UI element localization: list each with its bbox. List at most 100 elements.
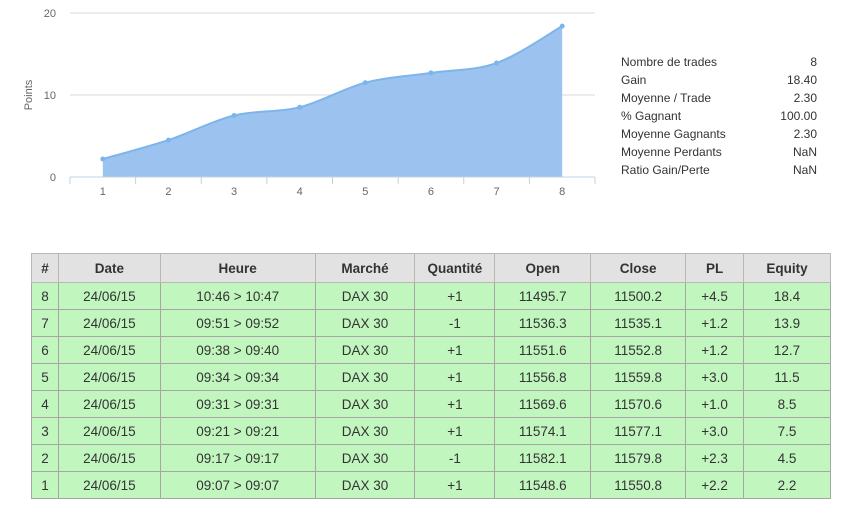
stat-value: 100.00 — [780, 109, 817, 123]
data-point — [428, 70, 434, 76]
table-cell: -1 — [414, 444, 496, 472]
stat-row: Gain 18.40 — [621, 71, 817, 89]
table-cell: 24/06/15 — [57, 363, 161, 391]
table-cell: DAX 30 — [314, 417, 416, 445]
table-cell: +1 — [414, 471, 496, 499]
table-cell: 6 — [31, 336, 59, 364]
table-cell: 1 — [31, 471, 59, 499]
stat-label: % Gagnant — [621, 109, 682, 123]
equity-chart-svg: 0 10 20 1 2 3 4 5 6 7 8 Points — [23, 8, 596, 198]
table-cell: DAX 30 — [314, 390, 416, 418]
data-point — [494, 60, 500, 66]
table-cell: 24/06/15 — [57, 417, 161, 445]
data-point — [100, 156, 106, 162]
table-row: 1 24/06/15 09:07 > 09:07 DAX 30 +1 11548.6 115… — [31, 471, 831, 499]
stats-panel: Nombre de trades 8 Gain 18.40 Moyenne / Trad… — [621, 53, 817, 179]
table-row: 4 24/06/15 09:31 > 09:31 DAX 30 +1 11569.6 115… — [31, 390, 831, 418]
table-cell: 09:07 > 09:07 — [159, 471, 316, 499]
y-tick-label: 20 — [44, 8, 56, 20]
table-cell: 24/06/15 — [57, 390, 161, 418]
table-row: 5 24/06/15 09:34 > 09:34 DAX 30 +1 11556.8 115… — [31, 363, 831, 391]
table-row: 2 24/06/15 09:17 > 09:17 DAX 30 -1 11582.1 115… — [31, 444, 831, 472]
table-cell: 11.5 — [743, 363, 831, 391]
table-cell: +1 — [414, 336, 496, 364]
stat-row: Ratio Gain/Perte NaN — [621, 161, 817, 179]
table-cell: -1 — [414, 309, 496, 337]
table-cell: 09:21 > 09:21 — [159, 417, 316, 445]
table-cell: +1.2 — [685, 309, 745, 337]
table-cell: 09:17 > 09:17 — [159, 444, 316, 472]
column-header[interactable]: Marché — [314, 253, 416, 283]
table-row: 8 24/06/15 10:46 > 10:47 DAX 30 +1 11495.7 115… — [31, 282, 831, 310]
table-cell: 24/06/15 — [57, 282, 161, 310]
column-header[interactable]: Quantité — [414, 253, 496, 283]
table-cell: 09:51 > 09:52 — [159, 309, 316, 337]
stat-label: Moyenne / Trade — [621, 91, 712, 105]
table-cell: 2 — [31, 444, 59, 472]
table-cell: 11570.6 — [590, 390, 687, 418]
table-cell: DAX 30 — [314, 363, 416, 391]
column-header[interactable]: Heure — [159, 253, 316, 283]
table-row: 6 24/06/15 09:38 > 09:40 DAX 30 +1 11551.6 115… — [31, 336, 831, 364]
column-header[interactable]: Date — [57, 253, 161, 283]
table-row: 7 24/06/15 09:51 > 09:52 DAX 30 -1 11536.3 115… — [31, 309, 831, 337]
x-tick-label: 7 — [494, 186, 500, 198]
table-cell: +4.5 — [685, 282, 745, 310]
stat-value: 8 — [810, 55, 817, 69]
column-header[interactable]: PL — [685, 253, 745, 283]
equity-area-fill — [102, 26, 563, 178]
stat-label: Ratio Gain/Perte — [621, 163, 710, 177]
y-axis-title: Points — [23, 79, 35, 110]
data-point — [231, 113, 237, 118]
table-cell: 24/06/15 — [57, 336, 161, 364]
data-point — [297, 104, 303, 110]
stat-row: Moyenne / Trade 2.30 — [621, 89, 817, 107]
table-cell: 11559.8 — [590, 363, 687, 391]
table-cell: 11582.1 — [494, 444, 592, 472]
table-cell: +3.0 — [685, 417, 745, 445]
table-cell: 11579.8 — [590, 444, 687, 472]
table-cell: 10:46 > 10:47 — [159, 282, 316, 310]
stat-value: 18.40 — [786, 73, 817, 87]
table-cell: 11551.6 — [494, 336, 592, 364]
table-cell: 11552.8 — [590, 336, 687, 364]
x-tick-label: 2 — [165, 186, 171, 198]
equity-line — [102, 25, 563, 160]
table-cell: 18.4 — [743, 282, 831, 310]
table-row: 3 24/06/15 09:21 > 09:21 DAX 30 +1 11574.1 115… — [31, 417, 831, 445]
stat-value: 2.30 — [793, 91, 817, 105]
table-cell: DAX 30 — [314, 336, 416, 364]
table-cell: 4 — [31, 390, 59, 418]
stat-row: Nombre de trades 8 — [621, 53, 817, 71]
table-cell: 8 — [31, 282, 59, 310]
table-cell: 13.9 — [743, 309, 831, 337]
table-cell: +1.0 — [685, 390, 745, 418]
stat-label: Moyenne Gagnants — [621, 127, 726, 141]
table-header-row: # Date Heure Marché Quantité Open Close PL Equit… — [31, 253, 831, 283]
table-cell: 11495.7 — [494, 282, 592, 310]
stat-label: Moyenne Perdants — [621, 145, 722, 159]
table-cell: +2.3 — [685, 444, 745, 472]
table-cell: 11556.8 — [494, 363, 592, 391]
column-header[interactable]: # — [31, 253, 59, 283]
data-point — [362, 80, 368, 86]
table-cell: +1 — [414, 390, 496, 418]
stat-value: NaN — [792, 145, 817, 159]
table-cell: 11577.1 — [590, 417, 687, 445]
column-header[interactable]: Close — [590, 253, 687, 283]
column-header[interactable]: Open — [494, 253, 592, 283]
table-cell: 09:34 > 09:34 — [159, 363, 316, 391]
table-cell: +3.0 — [685, 363, 745, 391]
table-cell: 7.5 — [743, 417, 831, 445]
table-cell: 11535.1 — [590, 309, 687, 337]
y-tick-label: 0 — [50, 172, 56, 184]
table-cell: +1 — [414, 363, 496, 391]
x-tick-label: 4 — [297, 186, 303, 198]
table-cell: DAX 30 — [314, 309, 416, 337]
table-cell: 12.7 — [743, 336, 831, 364]
table-cell: 11550.8 — [590, 471, 687, 499]
table-cell: 11536.3 — [494, 309, 592, 337]
column-header[interactable]: Equity — [743, 253, 831, 283]
data-point — [559, 23, 565, 29]
table-cell: 7 — [31, 309, 59, 337]
